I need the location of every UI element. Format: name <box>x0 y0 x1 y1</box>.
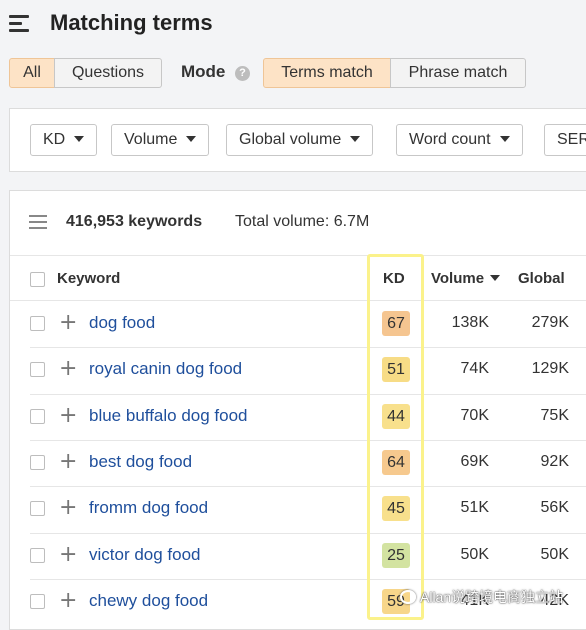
plus-icon[interactable]: + <box>59 587 78 613</box>
keyword-count: 416,953 keywords <box>66 213 203 230</box>
divider <box>10 300 586 301</box>
wechat-icon <box>400 590 416 604</box>
tab-all[interactable]: All <box>9 58 55 88</box>
plus-icon[interactable]: + <box>59 310 78 336</box>
kd-badge: 64 <box>382 450 410 476</box>
volume-value: 74K <box>460 360 489 378</box>
kd-badge: 67 <box>382 311 410 337</box>
volume-header-label: Volume <box>431 270 485 287</box>
plus-icon[interactable]: + <box>59 402 78 428</box>
global-volume-filter-dropdown[interactable]: Global volume <box>226 124 374 156</box>
volume-filter-dropdown[interactable]: Volume <box>111 124 210 156</box>
row-divider <box>30 439 586 441</box>
column-header-keyword[interactable]: Keyword <box>57 270 121 287</box>
row-checkbox[interactable] <box>30 408 45 424</box>
word-count-filter-dropdown[interactable]: Word count <box>396 124 523 156</box>
plus-icon[interactable]: + <box>59 356 78 382</box>
kd-filter-label: KD <box>43 131 66 148</box>
volume-filter-label: Volume <box>124 131 178 148</box>
column-header-kd[interactable]: KD <box>383 270 405 287</box>
caret-down-icon <box>499 136 510 142</box>
volume-value: 51K <box>460 499 489 517</box>
row-divider <box>30 393 586 395</box>
kd-badge: 45 <box>382 496 410 522</box>
global-volume-value: 50K <box>540 545 569 563</box>
total-volume: Total volume: 6.7M <box>235 213 370 230</box>
keyword-link[interactable]: fromm dog food <box>89 498 209 518</box>
watermark: Allan说跨境电商独立站 <box>400 587 563 607</box>
row-checkbox[interactable] <box>30 593 45 609</box>
keyword-link[interactable]: chewy dog food <box>89 590 209 610</box>
terms-match-button[interactable]: Terms match <box>263 58 391 88</box>
row-divider <box>30 486 586 488</box>
plus-icon[interactable]: + <box>59 541 78 567</box>
kd-badge: 51 <box>382 357 410 383</box>
keyword-link[interactable]: dog food <box>89 313 156 333</box>
serp-filter-label: SERP <box>557 131 586 148</box>
plus-icon[interactable]: + <box>59 449 78 475</box>
divider <box>10 255 586 256</box>
question-circle-icon[interactable]: ? <box>235 66 250 81</box>
row-divider <box>30 578 586 580</box>
volume-value: 138K <box>451 314 489 332</box>
row-divider <box>30 347 586 349</box>
column-header-volume[interactable]: Volume <box>431 270 501 287</box>
global-volume-value: 279K <box>531 314 569 332</box>
row-checkbox[interactable] <box>30 547 45 563</box>
caret-down-icon <box>74 136 85 142</box>
global-volume-value: 92K <box>540 453 569 471</box>
volume-value: 69K <box>460 453 489 471</box>
global-volume-value: 75K <box>540 406 569 424</box>
volume-value: 50K <box>460 545 489 563</box>
global-volume-value: 42K <box>540 591 569 609</box>
kd-badge: 44 <box>382 403 410 429</box>
caret-down-icon <box>350 136 361 142</box>
kd-column-highlight <box>367 254 424 620</box>
word-count-filter-label: Word count <box>409 131 491 148</box>
volume-value: 41K <box>460 591 489 609</box>
menu-icon[interactable] <box>9 15 29 32</box>
phrase-match-button[interactable]: Phrase match <box>390 58 526 88</box>
column-header-global[interactable]: Global <box>518 270 565 287</box>
title-bar: Matching terms <box>0 0 586 50</box>
keywords-table-panel <box>9 190 586 630</box>
keyword-link[interactable]: blue buffalo dog food <box>89 405 248 425</box>
plus-icon[interactable]: + <box>59 495 78 521</box>
row-checkbox[interactable] <box>30 316 45 332</box>
keyword-link[interactable]: royal canin dog food <box>89 359 243 379</box>
kd-badge: 25 <box>382 542 410 568</box>
row-checkbox[interactable] <box>30 455 45 471</box>
keyword-link[interactable]: victor dog food <box>89 544 201 564</box>
serp-filter-dropdown[interactable]: SERP <box>544 124 586 156</box>
row-checkbox[interactable] <box>30 362 45 378</box>
row-divider <box>30 532 586 534</box>
volume-value: 70K <box>460 406 489 424</box>
global-volume-value: 56K <box>540 499 569 517</box>
page-title: Matching terms <box>50 10 213 35</box>
mode-label: Mode <box>181 62 226 81</box>
tab-questions[interactable]: Questions <box>54 58 162 88</box>
watermark-text: Allan说跨境电商独立站 <box>420 589 564 605</box>
row-checkbox[interactable] <box>30 501 45 517</box>
select-all-checkbox[interactable] <box>30 272 45 287</box>
sort-down-icon <box>490 275 501 281</box>
global-volume-filter-label: Global volume <box>239 131 342 148</box>
global-volume-value: 129K <box>531 360 569 378</box>
keyword-link[interactable]: best dog food <box>89 452 193 472</box>
list-icon[interactable] <box>29 215 47 233</box>
kd-filter-dropdown[interactable]: KD <box>30 124 98 156</box>
caret-down-icon <box>186 136 197 142</box>
